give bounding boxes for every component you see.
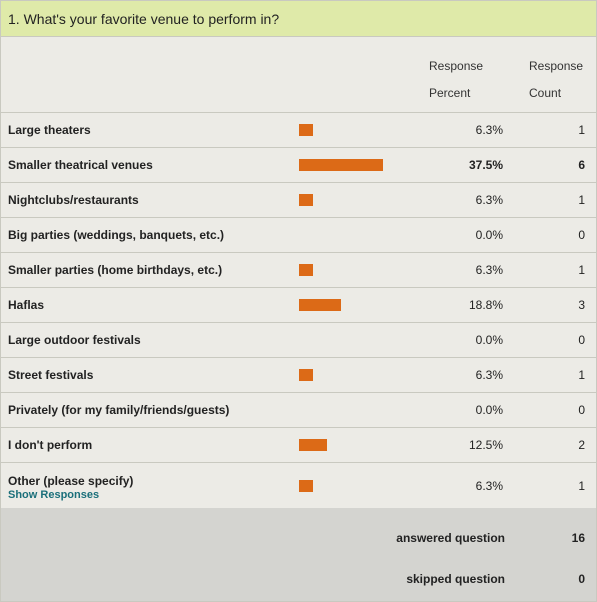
response-percent-header-line2: Percent	[429, 86, 471, 100]
answer-label: Privately (for my family/friends/guests)	[8, 403, 230, 417]
percent-bar	[299, 124, 313, 136]
summary-footer: answered question 16 skipped question 0	[1, 508, 596, 601]
response-count: 1	[578, 123, 585, 137]
answer-label-block: Other (please specify) Show Responses	[8, 474, 133, 502]
column-headers: Response Percent Response Count	[1, 37, 596, 113]
show-responses-link[interactable]: Show Responses	[8, 489, 100, 501]
answer-row: Other (please specify) Show Responses 6.…	[1, 463, 596, 509]
answer-label: Smaller parties (home birthdays, etc.)	[8, 263, 223, 277]
answer-label: Large theaters	[8, 123, 91, 137]
response-count-header: Response Count	[529, 53, 583, 107]
response-count: 2	[578, 438, 585, 452]
response-percent: 12.5%	[468, 438, 503, 452]
answer-row: Privately (for my family/friends/guests)…	[1, 393, 596, 428]
response-count: 0	[578, 333, 585, 347]
response-count-header-line1: Response	[529, 59, 584, 73]
percent-bar	[299, 194, 313, 206]
answer-row: Large theaters 6.3% 1	[1, 113, 596, 148]
answer-row: Smaller parties (home birthdays, etc.) 6…	[1, 253, 596, 288]
percent-bar	[299, 264, 313, 276]
response-count: 3	[578, 298, 585, 312]
answer-row: Large outdoor festivals 0.0% 0	[1, 323, 596, 358]
answer-label: Big parties (weddings, banquets, etc.)	[8, 228, 225, 242]
answer-label: Haflas	[8, 298, 45, 312]
percent-bar	[299, 159, 383, 171]
response-percent: 0.0%	[475, 333, 503, 347]
response-count: 0	[578, 403, 585, 417]
answered-value: 16	[571, 531, 585, 545]
answer-row: Nightclubs/restaurants 6.3% 1	[1, 183, 596, 218]
response-percent: 0.0%	[475, 403, 503, 417]
answer-row: Big parties (weddings, banquets, etc.) 0…	[1, 218, 596, 253]
response-count: 1	[578, 263, 585, 277]
response-percent: 6.3%	[475, 193, 503, 207]
response-count: 0	[578, 228, 585, 242]
question-title: 1. What's your favorite venue to perform…	[1, 1, 596, 37]
answered-row: answered question 16	[1, 508, 596, 555]
response-percent: 0.0%	[475, 228, 503, 242]
answer-row: Street festivals 6.3% 1	[1, 358, 596, 393]
answer-row: I don't perform 12.5% 2	[1, 428, 596, 463]
response-percent: 37.5%	[468, 158, 503, 172]
response-percent: 6.3%	[475, 123, 503, 137]
answer-label: Nightclubs/restaurants	[8, 193, 139, 207]
answer-label: Large outdoor festivals	[8, 333, 141, 347]
answered-label: answered question	[396, 531, 505, 545]
response-percent-header-line1: Response	[429, 59, 484, 73]
answer-row: Smaller theatrical venues 37.5% 6	[1, 148, 596, 183]
percent-bar	[299, 299, 341, 311]
answer-label: Smaller theatrical venues	[8, 158, 153, 172]
skipped-value: 0	[578, 572, 585, 586]
answer-label: Other (please specify)	[8, 474, 134, 488]
percent-bar	[299, 369, 313, 381]
response-percent: 6.3%	[475, 479, 503, 493]
response-count-header-line2: Count	[529, 86, 562, 100]
answer-label: Street festivals	[8, 368, 94, 382]
response-percent: 6.3%	[475, 263, 503, 277]
response-percent: 6.3%	[475, 368, 503, 382]
response-count: 1	[578, 479, 585, 493]
response-count: 6	[578, 158, 585, 172]
skipped-row: skipped question 0	[1, 555, 596, 602]
response-percent-header: Response Percent	[429, 53, 483, 107]
percent-bar	[299, 439, 327, 451]
skipped-label: skipped question	[406, 572, 505, 586]
response-count: 1	[578, 368, 585, 382]
answer-row: Haflas 18.8% 3	[1, 288, 596, 323]
response-count: 1	[578, 193, 585, 207]
percent-bar	[299, 480, 313, 492]
answer-label: I don't perform	[8, 438, 93, 452]
response-percent: 18.8%	[468, 298, 503, 312]
